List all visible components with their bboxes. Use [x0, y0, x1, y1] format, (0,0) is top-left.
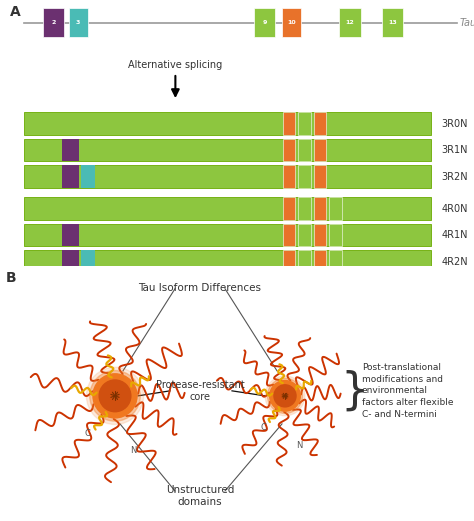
Text: C: C [84, 429, 90, 438]
Bar [62, 251, 79, 273]
Bar [62, 165, 79, 188]
Bar [24, 139, 431, 162]
Bar [313, 197, 326, 220]
Bar [298, 139, 310, 162]
Text: C: C [260, 424, 266, 432]
Text: 4R0N: 4R0N [442, 204, 468, 214]
Text: N: N [130, 446, 136, 455]
Bar [282, 8, 301, 37]
Bar [382, 8, 403, 37]
Text: 4R2N: 4R2N [442, 257, 468, 267]
Text: Tau Isoform Differences: Tau Isoform Differences [138, 283, 262, 293]
Bar [81, 251, 95, 273]
Bar [254, 8, 275, 37]
Bar [298, 224, 310, 246]
Bar [298, 251, 310, 273]
Text: Unstructured
domains: Unstructured domains [166, 485, 234, 507]
Bar [329, 197, 342, 220]
Text: Protease-resistant
core: Protease-resistant core [155, 380, 245, 402]
Bar [298, 197, 310, 220]
Bar [283, 112, 295, 135]
Bar [24, 165, 431, 188]
Bar [313, 224, 326, 246]
Text: 3R0N: 3R0N [442, 119, 468, 129]
Text: 12: 12 [346, 20, 354, 25]
Circle shape [274, 385, 296, 407]
Bar [283, 224, 295, 246]
Text: A: A [9, 5, 20, 19]
Bar [313, 165, 326, 188]
Bar [283, 165, 295, 188]
Bar [339, 8, 361, 37]
Text: 3: 3 [76, 20, 81, 25]
Bar [298, 165, 310, 188]
Bar [24, 251, 431, 273]
Bar [313, 139, 326, 162]
Bar [329, 224, 342, 246]
Bar [24, 197, 431, 220]
Circle shape [93, 374, 137, 418]
Circle shape [86, 367, 144, 425]
Bar [298, 112, 310, 135]
Bar [81, 165, 95, 188]
Text: 9: 9 [262, 20, 267, 25]
Bar [62, 139, 79, 162]
Text: B: B [6, 271, 17, 284]
Text: Alternative splicing: Alternative splicing [128, 60, 222, 70]
Circle shape [99, 380, 131, 412]
Bar [24, 224, 431, 246]
Bar [283, 251, 295, 273]
Bar [43, 8, 64, 37]
Text: }: } [340, 369, 368, 412]
Text: 2: 2 [51, 20, 56, 25]
Circle shape [267, 378, 302, 414]
Bar [313, 112, 326, 135]
Text: 3R2N: 3R2N [442, 172, 468, 182]
Text: 10: 10 [287, 20, 296, 25]
Bar [283, 197, 295, 220]
Circle shape [90, 370, 140, 421]
Bar [329, 251, 342, 273]
Text: Post-translational
modifications and
environmental
factors alter flexible
C- and: Post-translational modifications and env… [362, 363, 454, 419]
Bar [313, 251, 326, 273]
Bar [69, 8, 88, 37]
Circle shape [270, 380, 301, 411]
Bar [62, 224, 79, 246]
Text: 3R1N: 3R1N [442, 145, 468, 155]
Text: N: N [296, 441, 302, 451]
Text: 13: 13 [388, 20, 397, 25]
Circle shape [265, 376, 305, 416]
Text: 4R1N: 4R1N [442, 230, 468, 240]
Text: Tau: Tau [460, 18, 474, 28]
Bar [283, 139, 295, 162]
Bar [24, 112, 431, 135]
